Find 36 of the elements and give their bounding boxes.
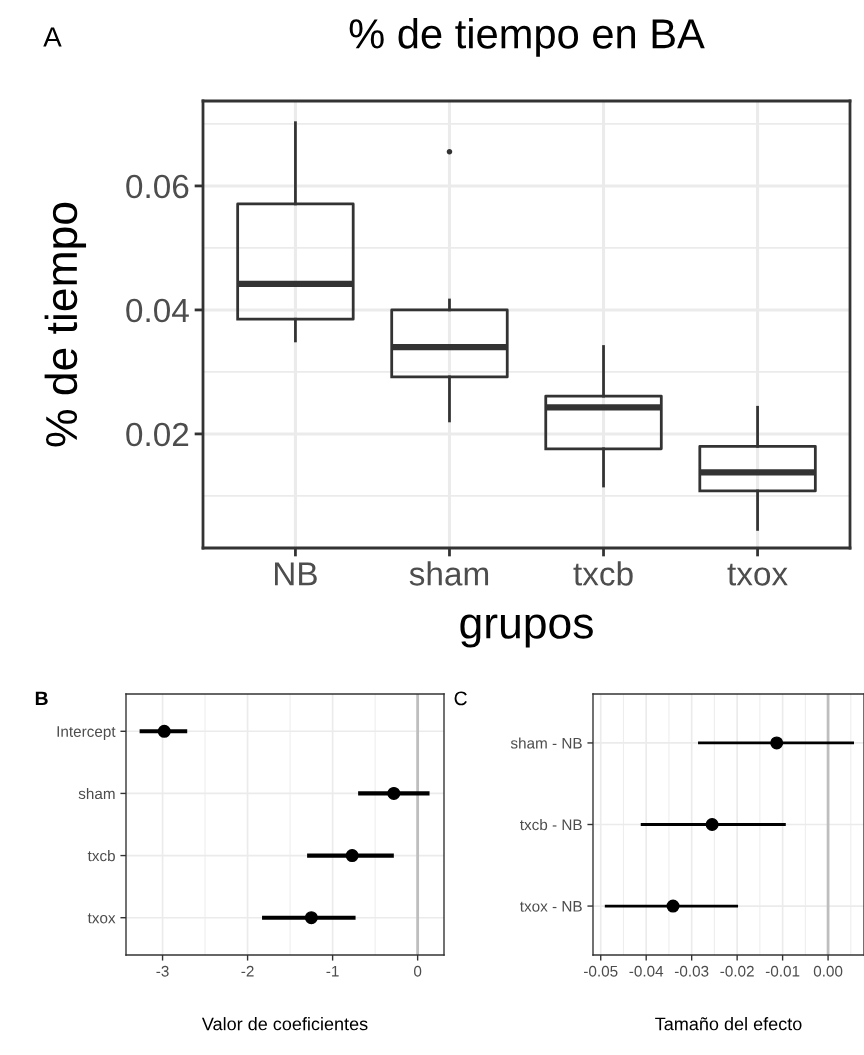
y-tick-label: txox - NB xyxy=(520,901,582,912)
chart-title: % de tiempo en BA xyxy=(349,18,705,57)
y-tick-label: Intercept xyxy=(57,726,116,740)
x-tick-label: -1 xyxy=(326,965,339,977)
x-tick-label: -0.04 xyxy=(629,965,664,977)
point xyxy=(345,849,359,863)
point xyxy=(387,786,401,800)
y-tick-label: 0.04 xyxy=(126,298,189,323)
x-axis-title: grupos xyxy=(460,614,593,648)
x-tick-label: 0.00 xyxy=(813,965,843,977)
x-tick-label: -0.01 xyxy=(765,965,800,977)
point xyxy=(157,724,171,738)
y-tick-label: 0.02 xyxy=(126,422,189,447)
y-tick-label: txox xyxy=(87,913,116,924)
point xyxy=(304,911,318,925)
x-tick-label: NB xyxy=(275,562,317,586)
x-tick-label: -0.02 xyxy=(720,965,754,977)
x-tick-label: -3 xyxy=(156,965,169,977)
x-tick-label: 0 xyxy=(413,965,422,977)
y-tick-label: sham xyxy=(78,787,115,800)
x-tick-label: -0.03 xyxy=(674,965,709,977)
x-tick-label: -2 xyxy=(241,965,254,977)
x-tick-label: -0.05 xyxy=(584,965,618,977)
y-tick-label: txcb xyxy=(87,850,115,862)
x-tick-label: txcb xyxy=(573,561,633,586)
x-axis-title: Valor de coeficientes xyxy=(201,1017,368,1031)
y-tick-label: txcb - NB xyxy=(520,818,582,831)
y-tick-label: 0.06 xyxy=(126,174,189,199)
text: B xyxy=(35,691,48,706)
x-tick-label: sham xyxy=(409,561,489,586)
y-axis-title: % de tiempo xyxy=(44,202,87,447)
x-axis-title: Tamaño del efecto xyxy=(655,1017,802,1031)
text: C xyxy=(454,691,467,706)
text: A xyxy=(43,27,62,47)
x-tick-label: txox xyxy=(727,563,788,586)
y-tick-label: sham - NB xyxy=(510,737,582,749)
